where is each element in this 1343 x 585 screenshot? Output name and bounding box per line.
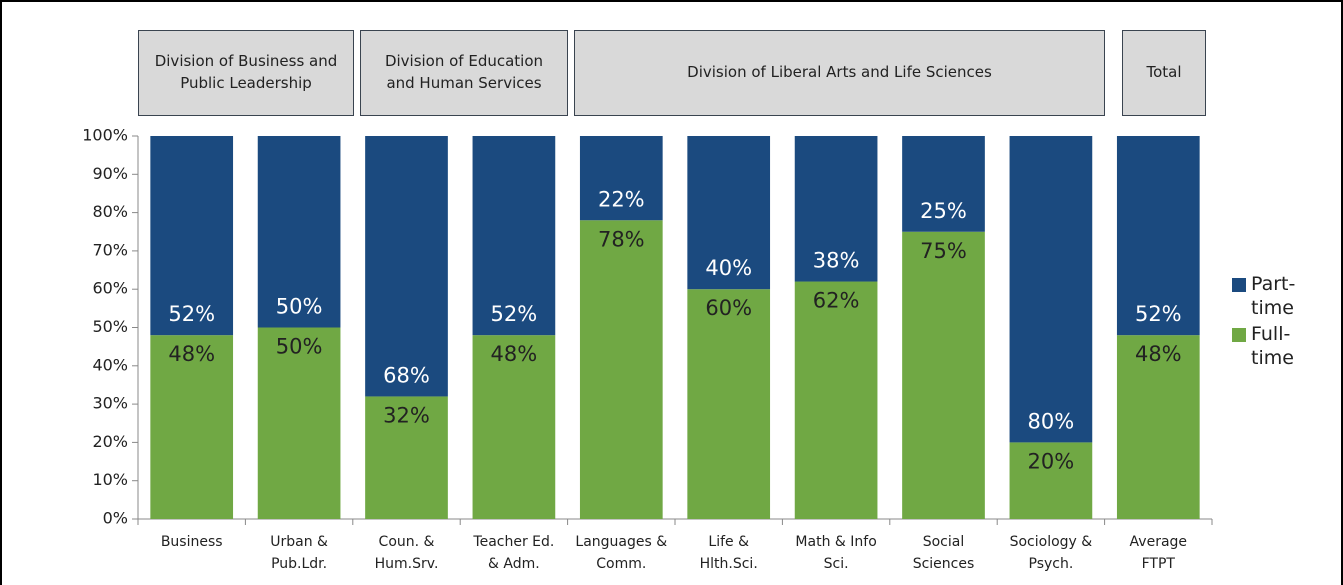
x-tick-label-line: Pub.Ldr. xyxy=(271,556,327,572)
x-tick-label-line: Average xyxy=(1130,534,1188,550)
y-tick-label: 0% xyxy=(103,509,128,528)
data-label: 48% xyxy=(168,342,215,366)
bar-segment xyxy=(365,136,448,397)
bar-segment xyxy=(257,327,341,519)
data-label: 48% xyxy=(1135,342,1182,366)
x-tick-label-line: & Adm. xyxy=(488,556,540,572)
x-tick-label-line: Urban & xyxy=(270,534,328,550)
x-tick-label: Sociology & Psych. xyxy=(1010,534,1093,572)
bar-segment xyxy=(1009,136,1093,443)
bar-segment xyxy=(257,136,341,328)
legend-swatch xyxy=(1232,278,1246,292)
data-label: 52% xyxy=(1135,302,1182,326)
data-label: 22% xyxy=(598,187,645,211)
x-tick-label: Teacher Ed. & Adm. xyxy=(472,534,554,572)
legend-label: Part-time xyxy=(1251,273,1296,319)
data-label: 50% xyxy=(276,295,323,319)
data-label: 75% xyxy=(920,239,967,263)
division-header: Total xyxy=(1122,30,1206,116)
data-label: 48% xyxy=(491,342,538,366)
bar-segment xyxy=(687,136,771,290)
x-tick-label: Coun. & Hum.Srv. xyxy=(375,534,439,572)
y-tick-label: 10% xyxy=(92,470,128,489)
division-header: Division of Liberal Arts and Life Scienc… xyxy=(574,30,1105,116)
x-tick-label-line: Teacher Ed. xyxy=(472,534,554,550)
bar-segment xyxy=(794,136,878,282)
x-tick-label-line: Comm. xyxy=(596,556,646,572)
x-tick-label-line: Languages & xyxy=(575,534,667,550)
bar-segment xyxy=(579,220,663,519)
bar-segment xyxy=(1009,442,1093,519)
bar-segment xyxy=(579,136,663,221)
data-label: 38% xyxy=(813,249,860,273)
x-tick-label-line: Life & xyxy=(708,534,749,550)
data-label: 78% xyxy=(598,227,645,251)
bar-segment xyxy=(902,231,985,519)
x-tick-label-line: Social xyxy=(923,534,965,550)
division-header: Division of Business and Public Leadersh… xyxy=(138,30,354,116)
x-tick-label-line: Business xyxy=(161,534,223,550)
bar-segment xyxy=(1116,136,1200,336)
bar-segment xyxy=(150,335,234,519)
y-tick-label: 30% xyxy=(92,394,128,413)
x-tick-label-line: Hum.Srv. xyxy=(375,556,439,572)
bar-segment xyxy=(902,136,985,232)
bar-segment xyxy=(365,396,448,519)
x-tick-label-line: Sciences xyxy=(913,556,975,572)
bar-segment xyxy=(687,289,771,519)
data-label: 80% xyxy=(1028,409,1075,433)
x-tick-label: Average FTPT xyxy=(1130,534,1188,572)
x-tick-label-line: Sociology & xyxy=(1010,534,1093,550)
data-label: 25% xyxy=(920,199,967,223)
x-tick-label-line: Coun. & xyxy=(379,534,435,550)
bar-segment xyxy=(472,335,556,519)
x-tick-label-line: Psych. xyxy=(1029,556,1074,572)
bar-segment xyxy=(794,281,878,519)
data-label: 40% xyxy=(705,256,752,280)
bar-segment xyxy=(1116,335,1200,519)
legend-item: Part-time xyxy=(1232,272,1295,320)
data-label: 20% xyxy=(1028,449,1075,473)
data-label: 52% xyxy=(491,302,538,326)
data-label: 52% xyxy=(168,302,215,326)
bar-segment xyxy=(472,136,556,336)
y-tick-label: 60% xyxy=(92,279,128,298)
legend-label: Full-time xyxy=(1251,323,1294,369)
data-label: 32% xyxy=(383,403,430,427)
x-tick-label: Business xyxy=(161,534,223,550)
x-tick-label: Social Sciences xyxy=(913,534,975,572)
y-tick-label: 70% xyxy=(92,240,128,259)
y-tick-label: 20% xyxy=(92,432,128,451)
x-tick-label-line: Math & Info xyxy=(795,534,876,550)
data-label: 50% xyxy=(276,335,323,359)
x-tick-label-line: FTPT xyxy=(1142,556,1176,572)
y-tick-label: 100% xyxy=(82,126,128,145)
legend-swatch xyxy=(1232,328,1246,342)
y-tick-label: 40% xyxy=(92,355,128,374)
x-tick-label: Life & Hlth.Sci. xyxy=(700,534,758,572)
y-tick-label: 50% xyxy=(92,317,128,336)
y-tick-label: 80% xyxy=(92,202,128,221)
bar-segment xyxy=(150,136,234,336)
data-label: 60% xyxy=(705,296,752,320)
x-tick-label: Languages & Comm. xyxy=(575,534,667,572)
division-header: Division of Education and Human Services xyxy=(360,30,568,116)
x-tick-label-line: Sci. xyxy=(824,556,849,572)
legend-item: Full-time xyxy=(1232,322,1295,370)
x-tick-label-line: Hlth.Sci. xyxy=(700,556,758,572)
data-label: 68% xyxy=(383,363,430,387)
legend: Part-time Full-time xyxy=(1232,272,1295,372)
x-tick-label: Math & Info Sci. xyxy=(795,534,876,572)
data-label: 62% xyxy=(813,289,860,313)
x-tick-label: Urban & Pub.Ldr. xyxy=(270,534,328,572)
y-tick-label: 90% xyxy=(92,164,128,183)
